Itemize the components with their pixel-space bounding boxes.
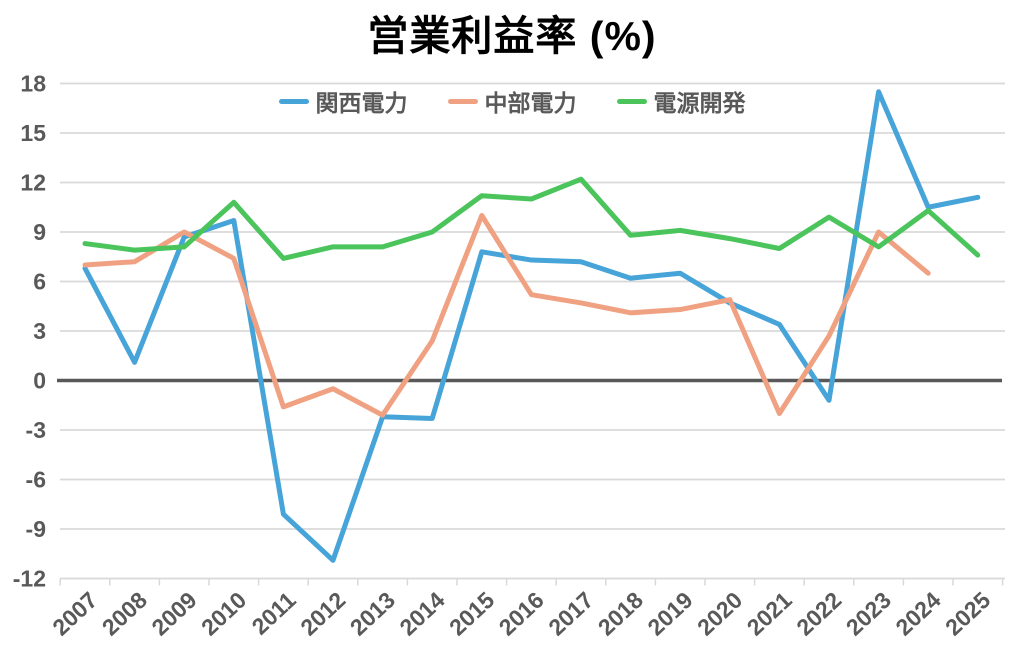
y-axis-tick-label: -6 <box>26 466 46 492</box>
legend-label-dengen: 電源開発 <box>653 90 746 116</box>
x-axis-tick-label: 2011 <box>247 587 301 640</box>
series-line-kansai-denryoku <box>82 89 981 563</box>
x-axis-tick-label: 2008 <box>97 587 152 641</box>
legend-line-swatch-chubu <box>447 98 478 104</box>
x-axis-tick-label: 2023 <box>841 587 896 641</box>
x-axis-tick-label: 2007 <box>47 587 102 641</box>
x-axis-tick-label: 2016 <box>494 587 549 641</box>
x-axis-tick-label: 2021 <box>742 587 797 641</box>
legend-item-dengen-kaihatsu: 電源開発 <box>616 84 746 118</box>
x-axis-tick-label: 2022 <box>791 587 846 641</box>
legend-line-swatch-dengen <box>616 98 647 104</box>
y-axis-tick-label: 9 <box>33 219 46 245</box>
legend: 関西電力 中部電力 電源開発 <box>0 84 1024 118</box>
y-axis-tick-label: -9 <box>26 516 46 542</box>
legend-item-kansai-denryoku: 関西電力 <box>278 84 408 118</box>
legend-line-swatch-kansai <box>278 98 309 104</box>
y-axis-tick-label: 6 <box>33 268 46 294</box>
x-axis-tick-label: 2018 <box>593 587 648 641</box>
series-line-dengen-kaihatsu <box>82 176 981 261</box>
x-axis-tick-label: 2010 <box>196 587 251 641</box>
x-axis-tick-label: 2024 <box>890 587 945 641</box>
legend-label-kansai: 関西電力 <box>315 90 408 116</box>
series-line-chubu-denryoku <box>82 213 931 418</box>
legend-item-chubu-denryoku: 中部電力 <box>447 84 577 118</box>
y-axis-tick-label: 18 <box>20 70 46 96</box>
chart-title: 営業利益率 (%) <box>367 13 657 59</box>
x-axis-tick-label: 2025 <box>940 587 995 641</box>
legend-label-chubu: 中部電力 <box>484 90 577 116</box>
y-axis-tick-label: -12 <box>13 565 46 591</box>
x-axis-tick-label: 2012 <box>295 587 350 641</box>
x-axis-tick-label: 2017 <box>543 587 598 641</box>
y-axis-tick-label: -3 <box>26 417 46 443</box>
x-axis-tick-label: 2013 <box>345 587 400 641</box>
x-axis-tick-label: 2019 <box>642 587 697 641</box>
x-axis-tick-label: 2009 <box>146 587 201 641</box>
y-axis-tick-label: 3 <box>33 318 46 344</box>
x-axis-tick-label: 2020 <box>692 587 747 641</box>
y-axis-tick-label: 12 <box>20 169 46 195</box>
x-axis-tick-label: 2015 <box>444 587 499 641</box>
y-axis-tick-label: 0 <box>33 367 46 393</box>
y-axis-tick-label: 15 <box>20 120 46 146</box>
x-axis-tick-label: 2014 <box>394 587 449 641</box>
